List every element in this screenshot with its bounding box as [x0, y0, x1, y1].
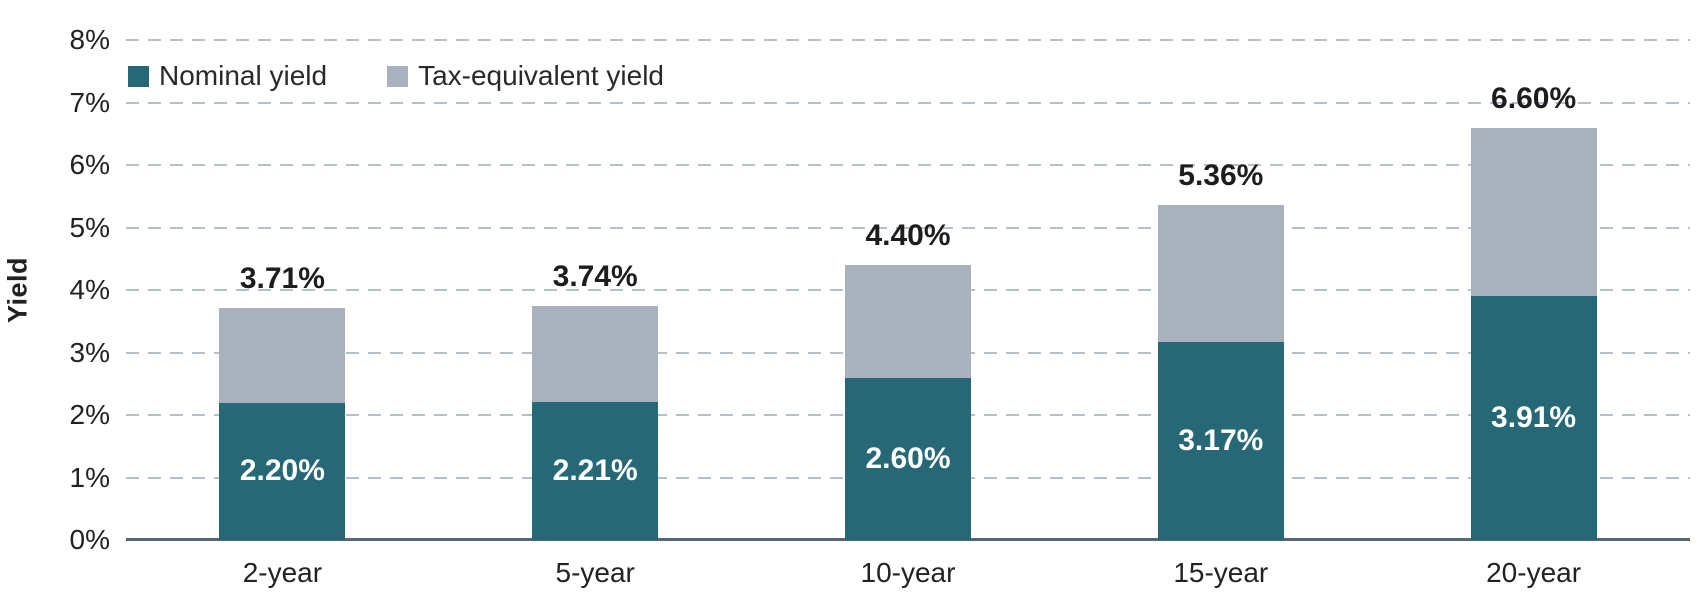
nominal-yield-swatch-icon	[128, 65, 149, 87]
total-value-label-2-year: 3.71%	[239, 262, 325, 296]
tax-equivalent-segment-20-year	[1470, 127, 1597, 296]
x-tick-label-5-year: 5-year	[555, 557, 635, 588]
nominal-segment-10-year	[845, 377, 971, 540]
y-tick-label: 7%	[69, 86, 110, 118]
nominal-value-label-10-year: 2.60%	[865, 441, 951, 475]
legend-item-nominal-yield: Nominal yield	[128, 62, 327, 90]
tax-equivalent-segment-5-year	[532, 306, 659, 402]
x-tick-label-2-year: 2-year	[242, 557, 323, 588]
gridline-7%	[126, 101, 1690, 104]
gridline-5%	[126, 226, 1690, 229]
y-tick-label: 6%	[69, 149, 110, 180]
bar-2-year: 2.20% 3.71%	[219, 262, 346, 540]
tax-equivalent-segment-2-year	[219, 308, 346, 403]
bar-10-year: 2.60% 4.40%	[845, 219, 971, 540]
tax-equivalent-yield-swatch-icon	[387, 65, 409, 87]
nominal-value-label-15-year: 3.17%	[1178, 423, 1264, 457]
legend-item-tax-equivalent-yield: Tax-equivalent yield	[387, 62, 664, 90]
legend-label-nominal-yield: Nominal yield	[159, 60, 328, 91]
x-tick-label-10-year: 10-year	[860, 557, 956, 588]
x-tick-label-15-year: 15-year	[1173, 557, 1269, 588]
bar-5-year: 2.21% 3.74%	[532, 260, 659, 540]
nominal-value-label-5-year: 2.21%	[552, 453, 638, 487]
tax-equivalent-segment-10-year	[845, 265, 971, 378]
nominal-segment-15-year	[1157, 341, 1284, 540]
y-tick-label: 4%	[69, 274, 110, 305]
y-tick-label: 8%	[69, 24, 110, 55]
total-value-label-20-year: 6.60%	[1491, 81, 1577, 115]
x-tick-label-20-year: 20-year	[1486, 557, 1582, 588]
legend: Nominal yield Tax-equivalent yield	[128, 62, 664, 90]
total-value-label-15-year: 5.36%	[1178, 159, 1264, 192]
y-tick-label: 3%	[69, 336, 110, 368]
tax-equivalent-segment-15-year	[1157, 205, 1284, 342]
gridline-8%	[126, 39, 1690, 41]
y-tick-label: 1%	[69, 461, 110, 493]
nominal-segment-5-year	[532, 401, 659, 540]
bar-15-year: 3.17% 5.36%	[1157, 159, 1284, 540]
total-value-label-5-year: 3.74%	[552, 260, 638, 294]
nominal-value-label-2-year: 2.20%	[239, 454, 325, 488]
plot-area: 2.20% 3.71% 2.21% 3.74% 2.60% 4.40% 3.17% 5.36%…	[126, 39, 1690, 541]
total-value-label-10-year: 4.40%	[865, 219, 951, 252]
legend-label-tax-equivalent-yield: Tax-equivalent yield	[418, 60, 664, 91]
nominal-segment-2-year	[219, 402, 346, 540]
bar-20-year: 3.91% 6.60%	[1470, 82, 1597, 540]
y-tick-label: 5%	[69, 211, 110, 243]
nominal-segment-20-year	[1470, 295, 1597, 540]
nominal-value-label-20-year: 3.91%	[1491, 400, 1577, 434]
y-tick-label: 2%	[69, 399, 110, 430]
gridline-6%	[126, 164, 1690, 166]
y-tick-label: 0%	[69, 524, 110, 555]
